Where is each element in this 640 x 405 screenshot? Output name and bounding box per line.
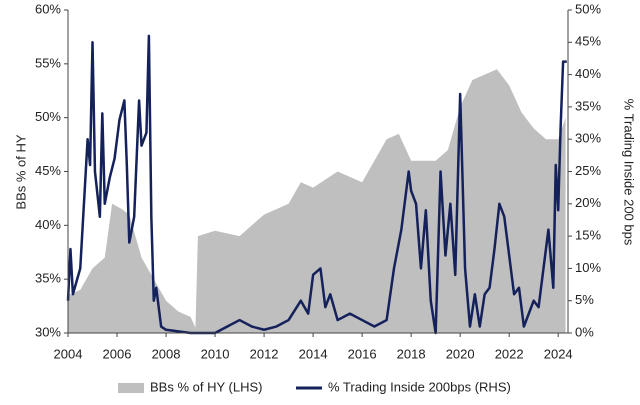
y2-tick-label: 0%	[575, 324, 594, 339]
legend-label: % Trading Inside 200bps (RHS)	[328, 379, 511, 394]
x-tick-label: 2018	[397, 346, 426, 361]
y2-tick-label: 15%	[575, 228, 601, 243]
x-tick-label: 2024	[544, 346, 573, 361]
y2-tick-label: 40%	[575, 66, 601, 81]
y-tick-label: 55%	[35, 55, 61, 70]
x-tick-label: 2016	[348, 346, 377, 361]
x-tick-label: 2014	[299, 346, 328, 361]
y2-tick-label: 45%	[575, 34, 601, 49]
y-tick-label: 30%	[35, 324, 61, 339]
y-axis-label: BBs % of HY	[13, 134, 28, 209]
y-tick-label: 50%	[35, 109, 61, 124]
y2-tick-label: 10%	[575, 260, 601, 275]
x-tick-label: 2012	[250, 346, 279, 361]
y-tick-label: 35%	[35, 271, 61, 286]
x-tick-label: 2020	[446, 346, 475, 361]
y-tick-label: 45%	[35, 163, 61, 178]
y2-tick-label: 5%	[575, 292, 594, 307]
area	[68, 69, 566, 333]
y-tick-label: 60%	[35, 1, 61, 16]
y2-tick-label: 25%	[575, 163, 601, 178]
y-tick-label: 40%	[35, 217, 61, 232]
legend-swatch	[118, 383, 144, 393]
y2-tick-label: 30%	[575, 131, 601, 146]
y2-tick-label: 20%	[575, 195, 601, 210]
y2-tick-label: 50%	[575, 1, 601, 16]
line	[66, 34, 567, 335]
legend-label: BBs % of HY (LHS)	[150, 379, 262, 394]
x-tick-label: 2004	[54, 346, 83, 361]
y2-axis-label: % Trading Inside 200 bps	[622, 99, 637, 246]
x-tick-label: 2008	[152, 346, 181, 361]
x-tick-label: 2022	[495, 346, 524, 361]
x-tick-label: 2006	[103, 346, 132, 361]
x-tick-label: 2010	[201, 346, 230, 361]
y2-tick-label: 35%	[575, 98, 601, 113]
